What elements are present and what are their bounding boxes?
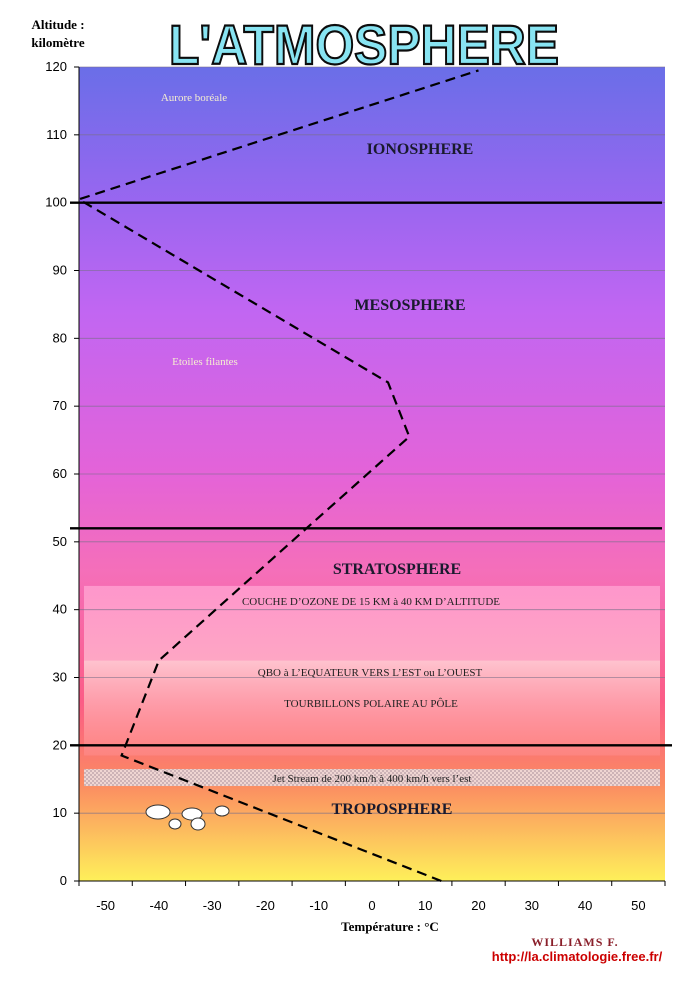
y-tick-label: 0 bbox=[60, 873, 67, 888]
jet-stream-label: Jet Stream de 200 km/h à 400 km/h vers l… bbox=[273, 773, 472, 785]
layer-boundaries bbox=[70, 201, 672, 747]
author-credit: WILLIAMS F. bbox=[531, 935, 618, 949]
x-tick-label: 0 bbox=[368, 898, 375, 913]
x-tick-label: -40 bbox=[150, 898, 169, 913]
polar-vortex-label: TOURBILLONS POLAIRE AU PÔLE bbox=[284, 698, 458, 710]
cloud-icon bbox=[214, 805, 230, 817]
y-tick-label: 30 bbox=[53, 670, 67, 685]
y-tick-label: 80 bbox=[53, 330, 67, 345]
ozone-label: COUCHE D’OZONE DE 15 KM à 40 KM D’ALTITU… bbox=[242, 596, 500, 608]
cloud-icon bbox=[145, 804, 171, 820]
layer-name-stratosphere: STRATOSPHERE bbox=[333, 561, 461, 578]
y-axis-title-line1: Altitude : bbox=[31, 17, 84, 32]
cloud-icon bbox=[190, 817, 206, 831]
x-tick-label: -10 bbox=[309, 898, 328, 913]
y-tick-label: 110 bbox=[46, 127, 67, 142]
x-tick-label: 40 bbox=[578, 898, 592, 913]
shooting-stars-label: Etoiles filantes bbox=[172, 356, 238, 368]
x-tick-label: 20 bbox=[471, 898, 485, 913]
bands-layer bbox=[84, 585, 660, 787]
layer-name-ionosphere: IONOSPHERE bbox=[367, 141, 474, 158]
y-tick-label: 50 bbox=[53, 534, 67, 549]
layer-name-mesosphere: MESOSPHERE bbox=[354, 297, 465, 314]
qbo-band bbox=[84, 660, 660, 756]
y-tick-label: 70 bbox=[53, 398, 67, 413]
y-axis-title-line2: kilomètre bbox=[31, 35, 84, 50]
y-tick-label: 120 bbox=[45, 59, 67, 74]
x-tick-label: -50 bbox=[96, 898, 115, 913]
x-tick-label: 10 bbox=[418, 898, 432, 913]
y-tick-label: 90 bbox=[53, 263, 67, 278]
jet-stream-band bbox=[84, 769, 660, 787]
cloud-icons bbox=[145, 804, 230, 831]
temperature-line bbox=[76, 69, 479, 883]
chart-title: L'ATMOSPHERE bbox=[169, 13, 559, 76]
annotations: IONOSPHERE MESOSPHERE STRATOSPHERE TROPOSPH… bbox=[161, 92, 500, 818]
cloud-icon bbox=[181, 807, 203, 821]
source-url[interactable]: http://la.climatologie.free.fr/ bbox=[492, 949, 663, 964]
ozone-band bbox=[84, 585, 660, 661]
x-tick-label: -30 bbox=[203, 898, 222, 913]
x-tick-label: 30 bbox=[525, 898, 539, 913]
y-tick-label: 20 bbox=[53, 737, 67, 752]
aurora-label: Aurore boréale bbox=[161, 92, 227, 104]
y-tick-label: 60 bbox=[53, 466, 67, 481]
temperature-profile bbox=[76, 69, 479, 883]
qbo-label: QBO à L’EQUATEUR VERS L’EST ou L’OUEST bbox=[258, 667, 483, 679]
layer-name-troposphere: TROPOSPHERE bbox=[332, 801, 453, 818]
x-tick-label: -20 bbox=[256, 898, 275, 913]
y-tick-label: 10 bbox=[53, 805, 67, 820]
x-tick-label: 50 bbox=[631, 898, 645, 913]
y-tick-label: 40 bbox=[53, 602, 67, 617]
cloud-icon bbox=[168, 818, 182, 830]
y-tick-label: 100 bbox=[45, 195, 67, 210]
x-axis-title: Température : °C bbox=[341, 919, 439, 934]
